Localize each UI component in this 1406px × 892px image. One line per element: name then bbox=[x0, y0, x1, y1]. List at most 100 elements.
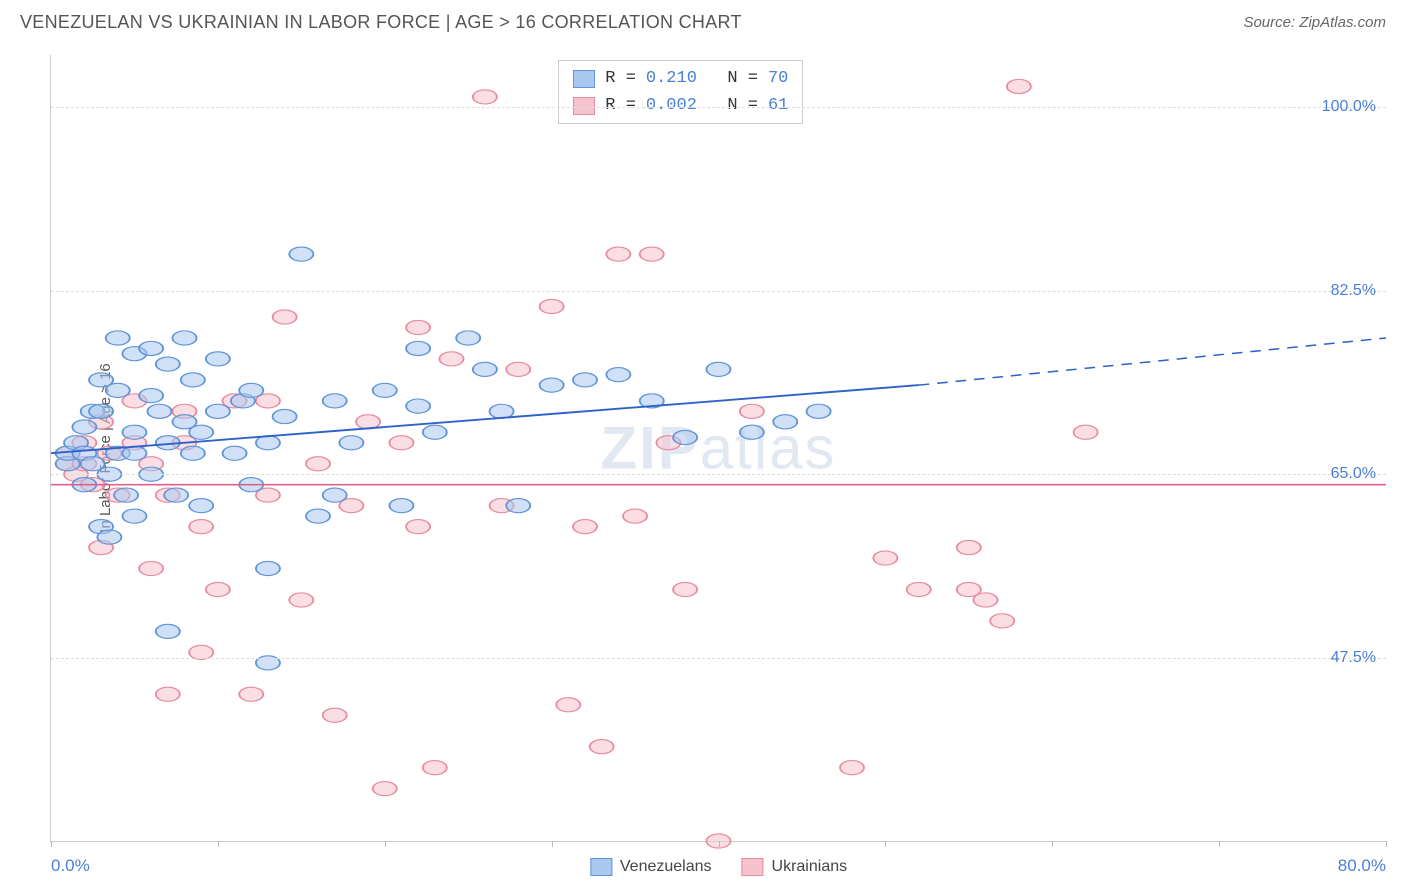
data-point bbox=[256, 561, 280, 575]
x-tick bbox=[552, 841, 553, 847]
source-label: Source: ZipAtlas.com bbox=[1243, 14, 1386, 31]
legend-r-label: R = bbox=[605, 65, 636, 92]
x-tick bbox=[385, 841, 386, 847]
data-point bbox=[540, 299, 564, 313]
x-tick bbox=[51, 841, 52, 847]
data-point bbox=[873, 551, 897, 565]
legend-r-value: 0.002 bbox=[646, 92, 697, 119]
data-point bbox=[456, 331, 480, 345]
data-point bbox=[740, 404, 764, 418]
data-point bbox=[139, 389, 163, 403]
chart-title: VENEZUELAN VS UKRAINIAN IN LABOR FORCE |… bbox=[20, 12, 742, 33]
data-point bbox=[273, 310, 297, 324]
data-point bbox=[156, 357, 180, 371]
data-point bbox=[423, 761, 447, 775]
data-point bbox=[406, 520, 430, 534]
data-point bbox=[106, 331, 130, 345]
data-point bbox=[323, 488, 347, 502]
stats-legend: R = 0.210 N = 70R = 0.002 N = 61 bbox=[558, 60, 803, 124]
legend-swatch bbox=[742, 858, 764, 876]
gridline bbox=[51, 291, 1386, 292]
data-point bbox=[473, 362, 497, 376]
legend-swatch bbox=[590, 858, 612, 876]
x-tick bbox=[885, 841, 886, 847]
data-point bbox=[139, 561, 163, 575]
data-point bbox=[673, 582, 697, 596]
stats-legend-row: R = 0.002 N = 61 bbox=[573, 92, 788, 119]
data-point bbox=[389, 499, 413, 513]
data-point bbox=[556, 698, 580, 712]
data-point bbox=[706, 362, 730, 376]
data-point bbox=[239, 383, 263, 397]
data-point bbox=[223, 446, 247, 460]
data-point bbox=[323, 708, 347, 722]
x-tick bbox=[1052, 841, 1053, 847]
legend-r-value: 0.210 bbox=[646, 65, 697, 92]
data-point bbox=[1007, 79, 1031, 93]
x-tick bbox=[218, 841, 219, 847]
trend-line-dashed bbox=[919, 338, 1386, 385]
data-point bbox=[156, 624, 180, 638]
data-point bbox=[406, 320, 430, 334]
data-point bbox=[573, 373, 597, 387]
data-point bbox=[114, 488, 138, 502]
data-point bbox=[506, 499, 530, 513]
data-point bbox=[573, 520, 597, 534]
data-point bbox=[773, 415, 797, 429]
data-point bbox=[606, 368, 630, 382]
data-point bbox=[206, 352, 230, 366]
data-point bbox=[97, 530, 121, 544]
gridline bbox=[51, 107, 1386, 108]
data-point bbox=[289, 593, 313, 607]
data-point bbox=[147, 404, 171, 418]
data-point bbox=[172, 331, 196, 345]
data-point bbox=[439, 352, 463, 366]
data-point bbox=[506, 362, 530, 376]
chart-area: In Labor Force | Age > 16 ZIPatlas R = 0… bbox=[50, 55, 1386, 842]
data-point bbox=[89, 404, 113, 418]
y-tick-label: 65.0% bbox=[1331, 465, 1376, 483]
legend-n-value: 61 bbox=[768, 92, 788, 119]
data-point bbox=[389, 436, 413, 450]
data-point bbox=[990, 614, 1014, 628]
legend-r-label: R = bbox=[605, 92, 636, 119]
data-point bbox=[323, 394, 347, 408]
data-point bbox=[139, 341, 163, 355]
data-point bbox=[423, 425, 447, 439]
legend-series-name: Ukrainians bbox=[772, 858, 848, 876]
scatter-plot-svg bbox=[51, 55, 1386, 841]
data-point bbox=[1074, 425, 1098, 439]
data-point bbox=[907, 582, 931, 596]
data-point bbox=[590, 740, 614, 754]
data-point bbox=[181, 446, 205, 460]
y-tick-label: 82.5% bbox=[1331, 282, 1376, 300]
legend-n-label: N = bbox=[707, 92, 758, 119]
data-point bbox=[239, 687, 263, 701]
data-point bbox=[273, 409, 297, 423]
data-point bbox=[406, 341, 430, 355]
legend-swatch bbox=[573, 70, 595, 88]
data-point bbox=[339, 436, 363, 450]
x-tick bbox=[1219, 841, 1220, 847]
data-point bbox=[807, 404, 831, 418]
data-point bbox=[122, 509, 146, 523]
data-point bbox=[406, 399, 430, 413]
legend-series-name: Venezuelans bbox=[620, 858, 712, 876]
legend-n-label: N = bbox=[707, 65, 758, 92]
y-tick-label: 100.0% bbox=[1322, 98, 1376, 116]
data-point bbox=[540, 378, 564, 392]
data-point bbox=[606, 247, 630, 261]
legend-swatch bbox=[573, 97, 595, 115]
data-point bbox=[840, 761, 864, 775]
data-point bbox=[156, 687, 180, 701]
data-point bbox=[181, 373, 205, 387]
data-point bbox=[473, 90, 497, 104]
data-point bbox=[740, 425, 764, 439]
bottom-legend: Venezuelans Ukrainians bbox=[590, 858, 847, 876]
data-point bbox=[122, 425, 146, 439]
data-point bbox=[623, 509, 647, 523]
data-point bbox=[164, 488, 188, 502]
gridline bbox=[51, 474, 1386, 475]
data-point bbox=[106, 383, 130, 397]
data-point bbox=[306, 457, 330, 471]
